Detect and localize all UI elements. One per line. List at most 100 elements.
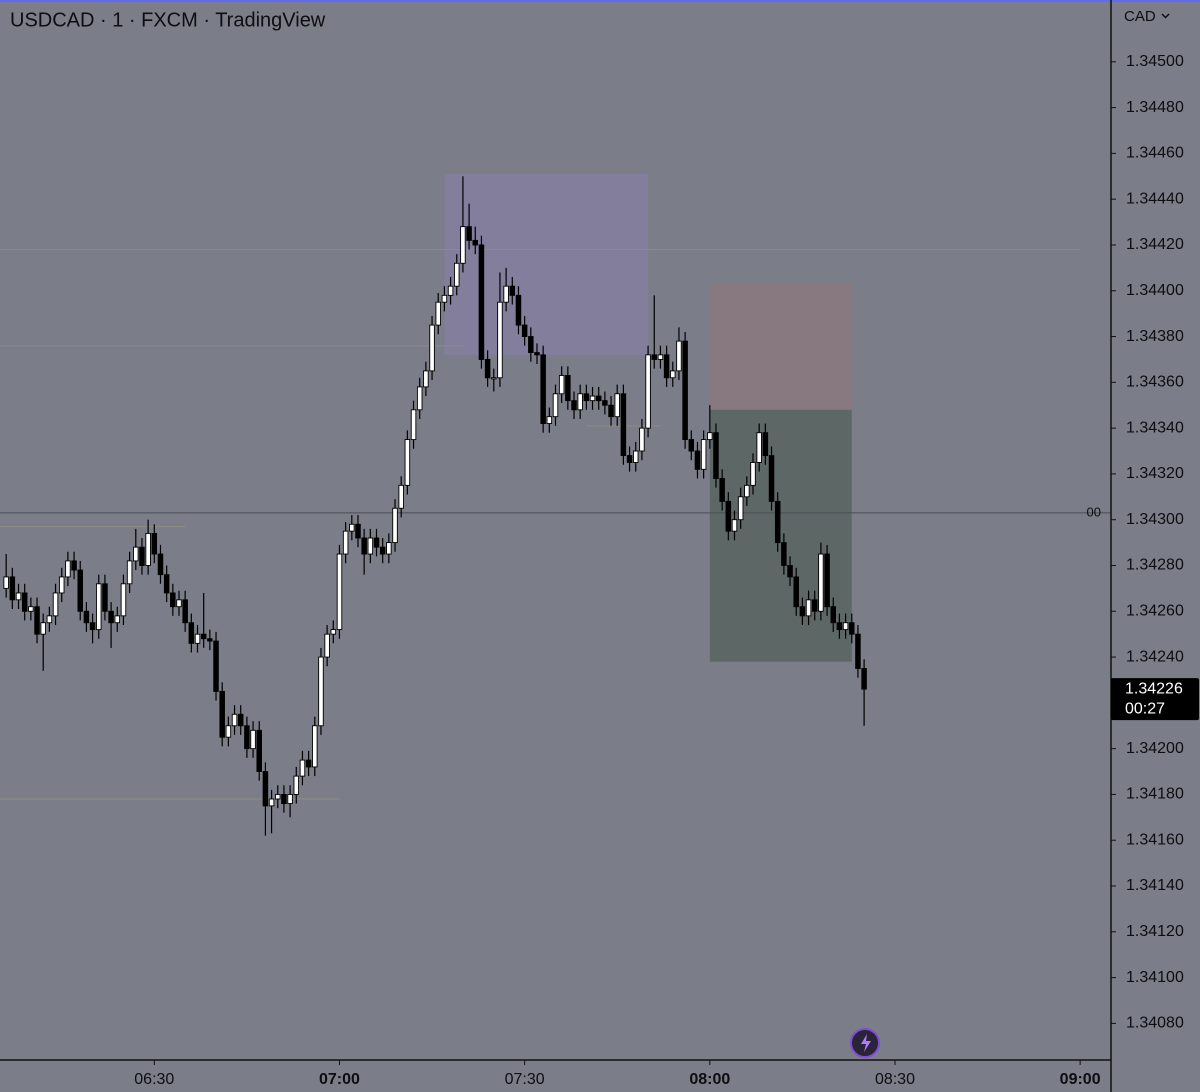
candle-body bbox=[441, 294, 448, 303]
candle-body bbox=[540, 354, 546, 424]
candle-body bbox=[565, 375, 571, 402]
candle-body bbox=[96, 583, 102, 631]
candle-body bbox=[861, 668, 867, 690]
candle-body bbox=[379, 546, 386, 555]
alert-icon[interactable] bbox=[850, 1028, 880, 1058]
candle-body bbox=[787, 565, 793, 578]
candle-body bbox=[231, 713, 238, 727]
candle-body bbox=[688, 439, 695, 452]
candle-body bbox=[318, 656, 324, 727]
candle-body bbox=[9, 576, 16, 601]
candle-body bbox=[416, 386, 423, 411]
x-tick-label: 09:00 bbox=[1060, 1071, 1101, 1088]
x-tick-label: 07:30 bbox=[505, 1071, 545, 1088]
candle-body bbox=[762, 432, 769, 457]
candle-body bbox=[583, 393, 590, 402]
candle-body bbox=[472, 239, 479, 246]
candle-body bbox=[793, 576, 799, 608]
candle-body bbox=[170, 592, 176, 608]
alert-bolt bbox=[861, 1034, 871, 1052]
candle-body bbox=[65, 560, 71, 578]
candle-body bbox=[194, 633, 201, 644]
candle-body bbox=[632, 450, 639, 463]
y-tick-label: 1.34360 bbox=[1126, 374, 1184, 391]
x-tick-label: 07:00 bbox=[319, 1071, 360, 1088]
candle-body bbox=[429, 324, 435, 372]
y-tick-label: 1.34080 bbox=[1126, 1015, 1184, 1032]
candle-body bbox=[139, 546, 145, 566]
candle-body bbox=[225, 725, 232, 738]
candle-body bbox=[503, 285, 509, 303]
candle-body bbox=[781, 542, 787, 566]
y-tick-label: 1.34140 bbox=[1126, 877, 1184, 894]
y-tick-label: 1.34260 bbox=[1126, 602, 1184, 619]
candle-body bbox=[330, 629, 337, 635]
candle-body bbox=[342, 530, 349, 555]
candle-body bbox=[114, 615, 121, 624]
candle-body bbox=[262, 771, 269, 807]
candle-body bbox=[293, 775, 300, 795]
candle-body bbox=[213, 640, 219, 692]
candle-body bbox=[670, 370, 676, 379]
chart-title: USDCAD · 1 · FXCM · TradingView bbox=[10, 9, 326, 31]
candle-body bbox=[546, 416, 553, 424]
currency-caret[interactable] bbox=[1161, 13, 1170, 19]
candle-body bbox=[355, 523, 361, 539]
candle-body bbox=[639, 427, 645, 452]
candle-body bbox=[324, 633, 330, 658]
y-tick-label: 1.34400 bbox=[1126, 282, 1184, 299]
candle-body bbox=[774, 500, 781, 544]
top-border bbox=[0, 0, 1200, 2]
candle-body bbox=[219, 690, 225, 738]
candle-body bbox=[521, 324, 528, 337]
candle-body bbox=[725, 500, 732, 532]
candle-body bbox=[497, 301, 503, 379]
candle-body bbox=[404, 439, 411, 486]
candle-body bbox=[478, 244, 485, 360]
candle-body bbox=[694, 450, 701, 470]
candle-body bbox=[842, 622, 849, 631]
candle-body bbox=[71, 560, 77, 571]
candle-body bbox=[614, 393, 620, 418]
candle-body bbox=[676, 340, 682, 372]
y-tick-label: 1.34240 bbox=[1126, 648, 1184, 665]
candle-body bbox=[157, 553, 164, 576]
candle-body bbox=[21, 592, 28, 612]
x-tick-label: 08:00 bbox=[689, 1071, 730, 1088]
y-tick-label: 1.34200 bbox=[1126, 740, 1184, 757]
candle-body bbox=[3, 576, 9, 589]
candle-body bbox=[299, 759, 306, 777]
candle-body bbox=[398, 484, 404, 509]
candle-body bbox=[435, 301, 441, 326]
last-price-box bbox=[1111, 678, 1199, 721]
candle-body bbox=[126, 560, 133, 585]
candle-body bbox=[386, 542, 392, 555]
candle-body bbox=[207, 638, 213, 642]
y-tick-label: 1.34100 bbox=[1126, 969, 1184, 986]
candle-body bbox=[15, 592, 22, 601]
candle-body bbox=[528, 336, 534, 354]
candle-body bbox=[651, 354, 658, 360]
candle-body bbox=[367, 537, 374, 555]
candle-body bbox=[256, 729, 262, 772]
candle-body bbox=[509, 285, 516, 296]
candle-body bbox=[268, 798, 275, 807]
zone bbox=[444, 173, 649, 355]
candle-body bbox=[756, 432, 762, 463]
candle-body bbox=[447, 285, 454, 296]
candle-body bbox=[830, 606, 837, 624]
candle-body bbox=[602, 400, 608, 406]
candle-body bbox=[305, 759, 312, 768]
candle-body bbox=[34, 606, 40, 635]
candle-body bbox=[145, 532, 151, 566]
candle-body bbox=[737, 496, 744, 521]
y-tick-label: 1.34480 bbox=[1126, 99, 1184, 116]
candle-body bbox=[349, 523, 355, 532]
candle-body bbox=[818, 553, 824, 612]
candle-body bbox=[77, 569, 83, 612]
candle-body bbox=[466, 226, 472, 241]
candle-body bbox=[46, 615, 53, 624]
candle-body bbox=[188, 622, 195, 644]
currency-label[interactable]: CAD bbox=[1124, 8, 1156, 25]
candle-body bbox=[52, 592, 59, 617]
